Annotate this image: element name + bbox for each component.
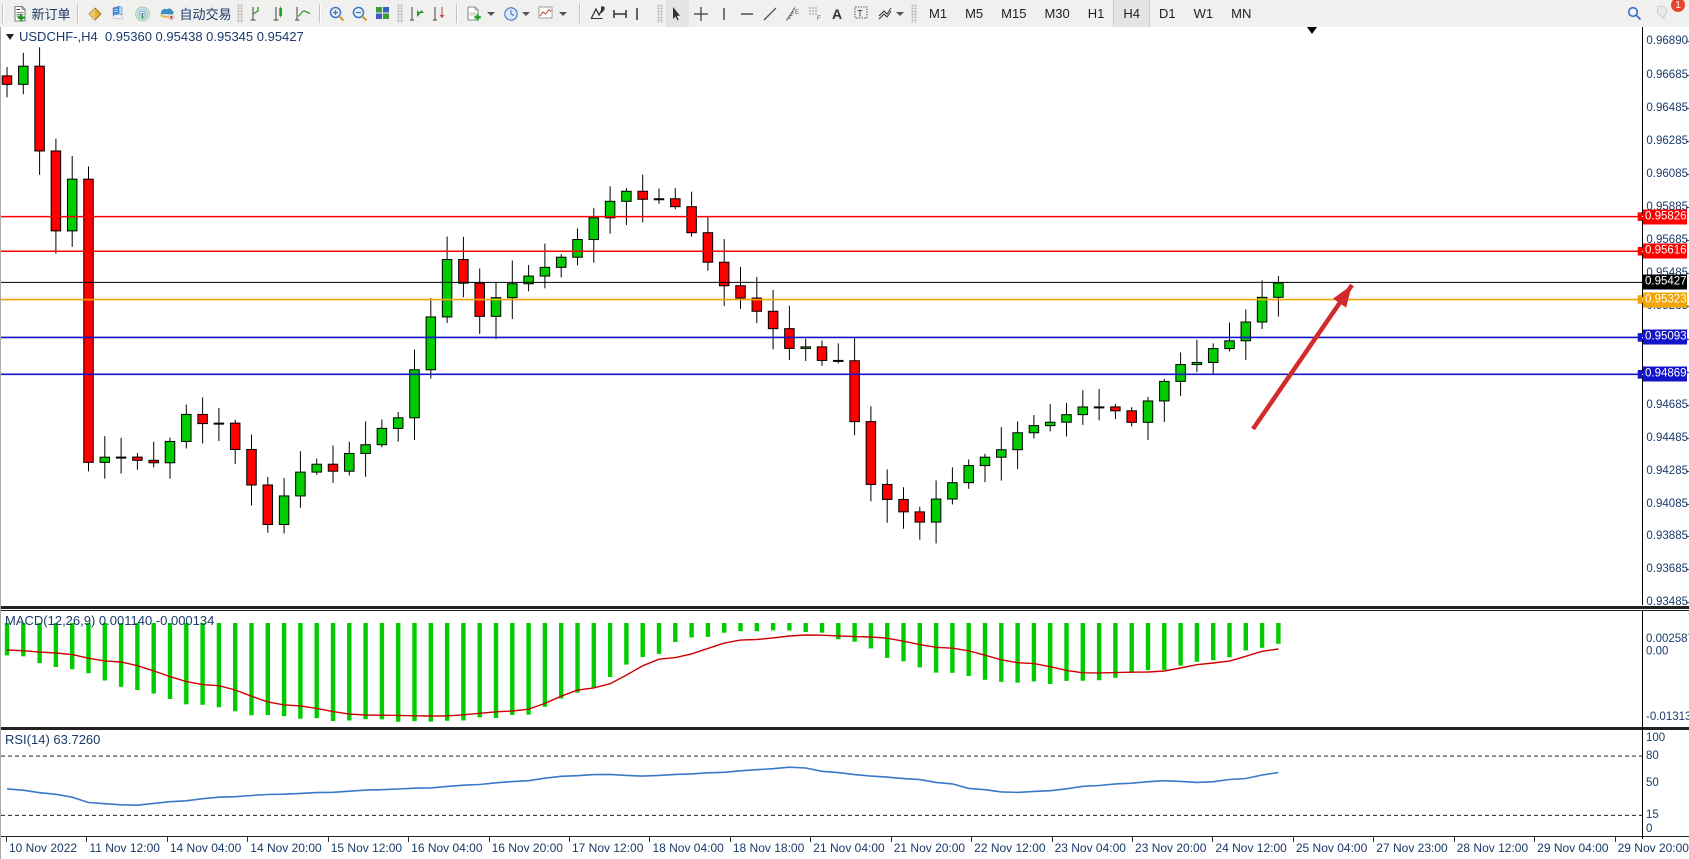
svg-text:T: T — [857, 8, 863, 18]
svg-text:E: E — [795, 10, 799, 16]
svg-text:A: A — [832, 6, 842, 22]
svg-text:F: F — [817, 16, 821, 22]
